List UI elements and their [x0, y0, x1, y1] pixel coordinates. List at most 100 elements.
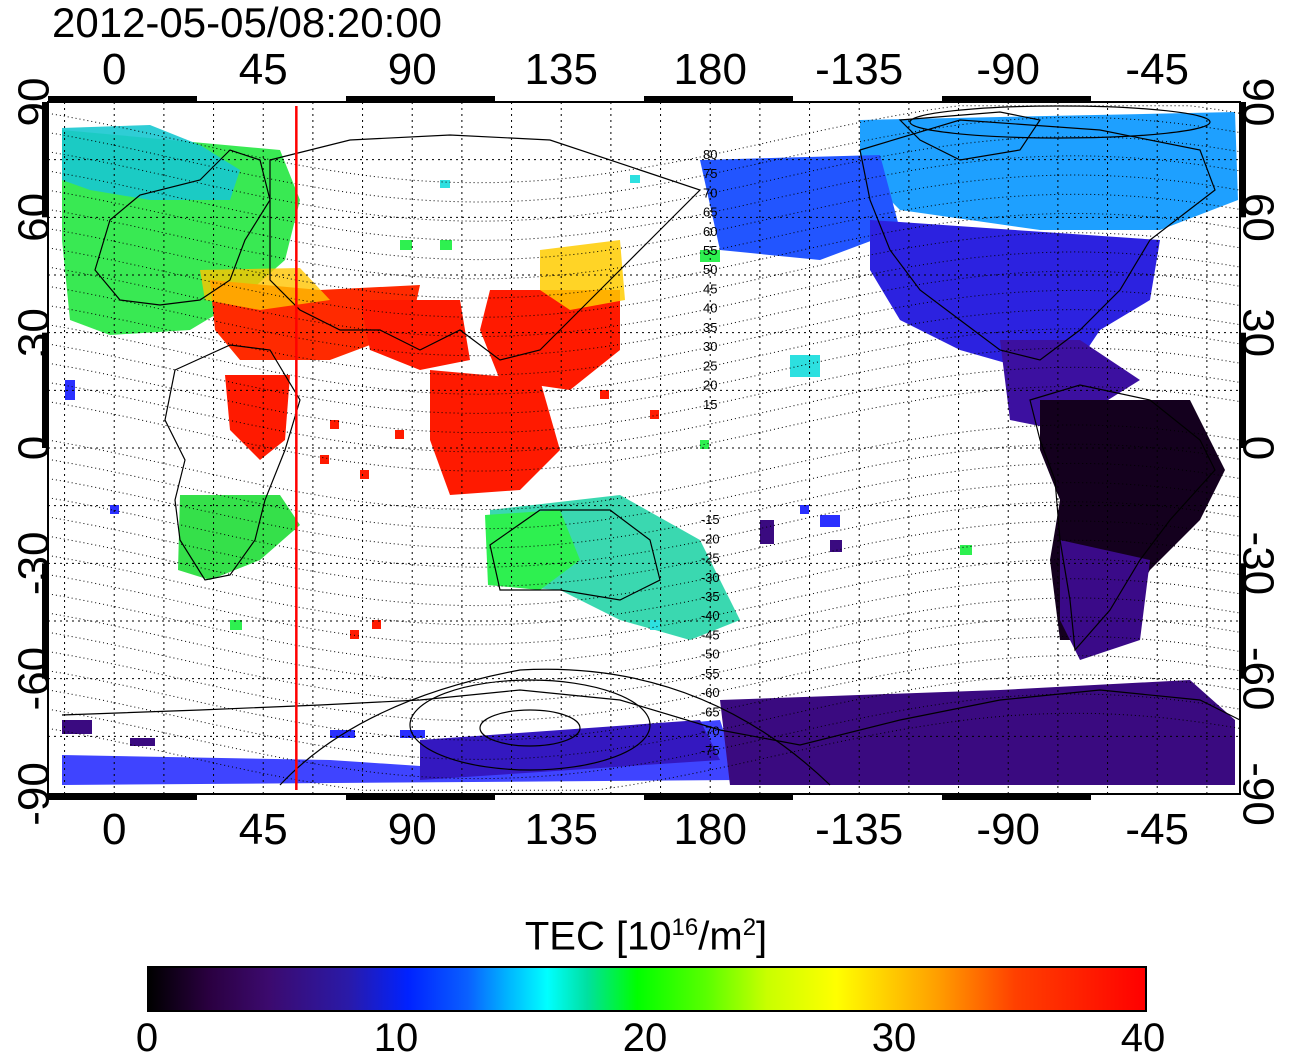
tec-patch-na-south	[1000, 340, 1140, 430]
lon-tick-label-top: 180	[674, 45, 747, 94]
frame-bar-top	[346, 96, 495, 102]
mlat-label-south: -25	[701, 551, 720, 566]
mlat-label-south: -75	[701, 743, 720, 758]
frame-bar-bottom	[644, 794, 793, 800]
coast-africa	[164, 344, 301, 581]
axis-labels: 0 45 90 135 180 -135 -90 -450 45 90 135 180 -135 -90-…	[10, 45, 1283, 854]
lat-tick-label-left: 0	[10, 436, 59, 460]
lon-tick-label-top: -45	[1125, 45, 1189, 94]
lat-tick-label-right: -30	[1234, 532, 1283, 596]
mlat-label-north: 70	[703, 185, 717, 200]
mag-north-pole-contour	[909, 105, 1211, 139]
mlat-label-south: -60	[701, 685, 720, 700]
tec-patch-arctic-na	[860, 112, 1238, 230]
frame-bar-left	[42, 102, 48, 218]
lon-tick-label-top: 135	[525, 45, 598, 94]
lon-tick-label-bottom: 180	[674, 805, 747, 854]
tec-patch-antarctic-east	[720, 680, 1235, 785]
tec-patch-seasia	[430, 370, 560, 495]
colorbar-tick-label: 20	[622, 1016, 668, 1060]
lat-tick-label-left: 30	[10, 308, 59, 357]
frame-bar-bottom	[48, 794, 197, 800]
colorbar-title-exponent: 16	[671, 914, 699, 941]
frame-bar-top	[942, 96, 1091, 102]
mlat-label-south: -70	[701, 724, 720, 739]
lon-tick-label-top: 0	[102, 45, 126, 94]
lat-tick-label-right: 0	[1234, 436, 1283, 460]
lat-tick-label-right: -60	[1234, 647, 1283, 711]
coast-greenland	[898, 111, 1041, 161]
lon-tick-label-bottom: -45	[1125, 805, 1189, 854]
mlat-label-north: 30	[703, 339, 717, 354]
tec-scatter-points	[320, 390, 659, 639]
mlat-label-north: 65	[703, 205, 717, 220]
frame-bar-top	[48, 96, 197, 102]
mag-south-pole-contour-3	[279, 668, 831, 786]
frame-bar-right	[1240, 332, 1246, 448]
lat-tick-label-right: 60	[1234, 193, 1283, 242]
colorbar-title: TEC [1016/m2]	[0, 905, 1292, 959]
mlat-label-south: -20	[701, 531, 720, 546]
mlat-label-south: -15	[701, 512, 720, 527]
colorbar-tick-label: 10	[373, 1016, 419, 1060]
mlat-label-north: 60	[703, 224, 717, 239]
lat-tick-label-left: -90	[10, 762, 59, 826]
mlat-label-north: 75	[703, 166, 717, 181]
tec-patch-australia-west	[485, 510, 580, 590]
tec-scatter-points-cyan	[440, 175, 820, 630]
lat-tick-label-left: 90	[10, 78, 59, 127]
frame-bar-bottom	[346, 794, 495, 800]
coast-north-america	[859, 119, 1216, 361]
lon-tick-label-bottom: -135	[815, 805, 903, 854]
map-timestamp-title: 2012-05-05/08:20:00	[52, 0, 442, 46]
mlat-label-north: 45	[703, 281, 717, 296]
lat-tick-label-left: 60	[10, 193, 59, 242]
mlat-label-south: -55	[701, 666, 720, 681]
lon-tick-label-bottom: 0	[102, 805, 126, 854]
lon-tick-label-top: 45	[239, 45, 288, 94]
lon-tick-label-bottom: 135	[525, 805, 598, 854]
frame-bar-left	[42, 563, 48, 679]
colorbar-title-main: TEC [10	[524, 914, 672, 959]
colorbar-tick-label: 30	[871, 1016, 917, 1060]
tec-patch-india	[360, 300, 470, 370]
mlat-label-north: 55	[703, 243, 717, 258]
frame-edge-bars	[42, 96, 1246, 800]
mlat-label-south: -65	[701, 704, 720, 719]
lon-tick-label-top: -135	[815, 45, 903, 94]
lon-tick-label-top: 90	[388, 45, 437, 94]
tec-patch-antarctic-mid	[420, 720, 720, 780]
coast-asia	[269, 134, 702, 361]
lat-tick-label-right: 90	[1234, 78, 1283, 127]
tec-world-map: 0 45 90 135 180 -135 -90 -450 45 90 135 180 -135 -90-…	[10, 45, 1283, 854]
lat-tick-label-right: -90	[1234, 762, 1283, 826]
lon-tick-label-bottom: 45	[239, 805, 288, 854]
frame-bar-bottom	[942, 794, 1091, 800]
mlat-label-north: 25	[703, 358, 717, 373]
frame-bar-right	[1240, 563, 1246, 679]
lon-tick-label-bottom: 90	[388, 805, 437, 854]
frame-bar-left	[42, 332, 48, 448]
mlat-label-north: 35	[703, 320, 717, 335]
tec-patch-africa-south	[178, 495, 300, 580]
mlat-label-north: 40	[703, 301, 717, 316]
mlat-label-north: 50	[703, 262, 717, 277]
mlat-label-south: -35	[701, 589, 720, 604]
colorbar-title-unit: /m	[698, 914, 743, 959]
colorbar-tick-label: 40	[1120, 1016, 1166, 1060]
graticule-grid	[48, 102, 1240, 794]
mlat-label-south: -30	[701, 570, 720, 585]
coast-south-america	[1029, 384, 1216, 652]
colorbar-tick-label: 0	[135, 1016, 159, 1060]
tec-patch-africa-east	[225, 375, 290, 460]
tec-patch-southamerica-south	[1060, 540, 1150, 660]
magnetic-pole-contours	[279, 105, 1211, 786]
mlat-label-north: 20	[703, 378, 717, 393]
lat-tick-label-left: -30	[10, 532, 59, 596]
mlat-label-north: 15	[703, 397, 717, 412]
tec-data-layer	[62, 112, 1238, 785]
mag-south-pole-contour-2	[409, 679, 651, 771]
lat-tick-label-right: 30	[1234, 308, 1283, 357]
mlat-label-south: -40	[701, 608, 720, 623]
mag-south-pole-contour-1	[479, 709, 581, 747]
